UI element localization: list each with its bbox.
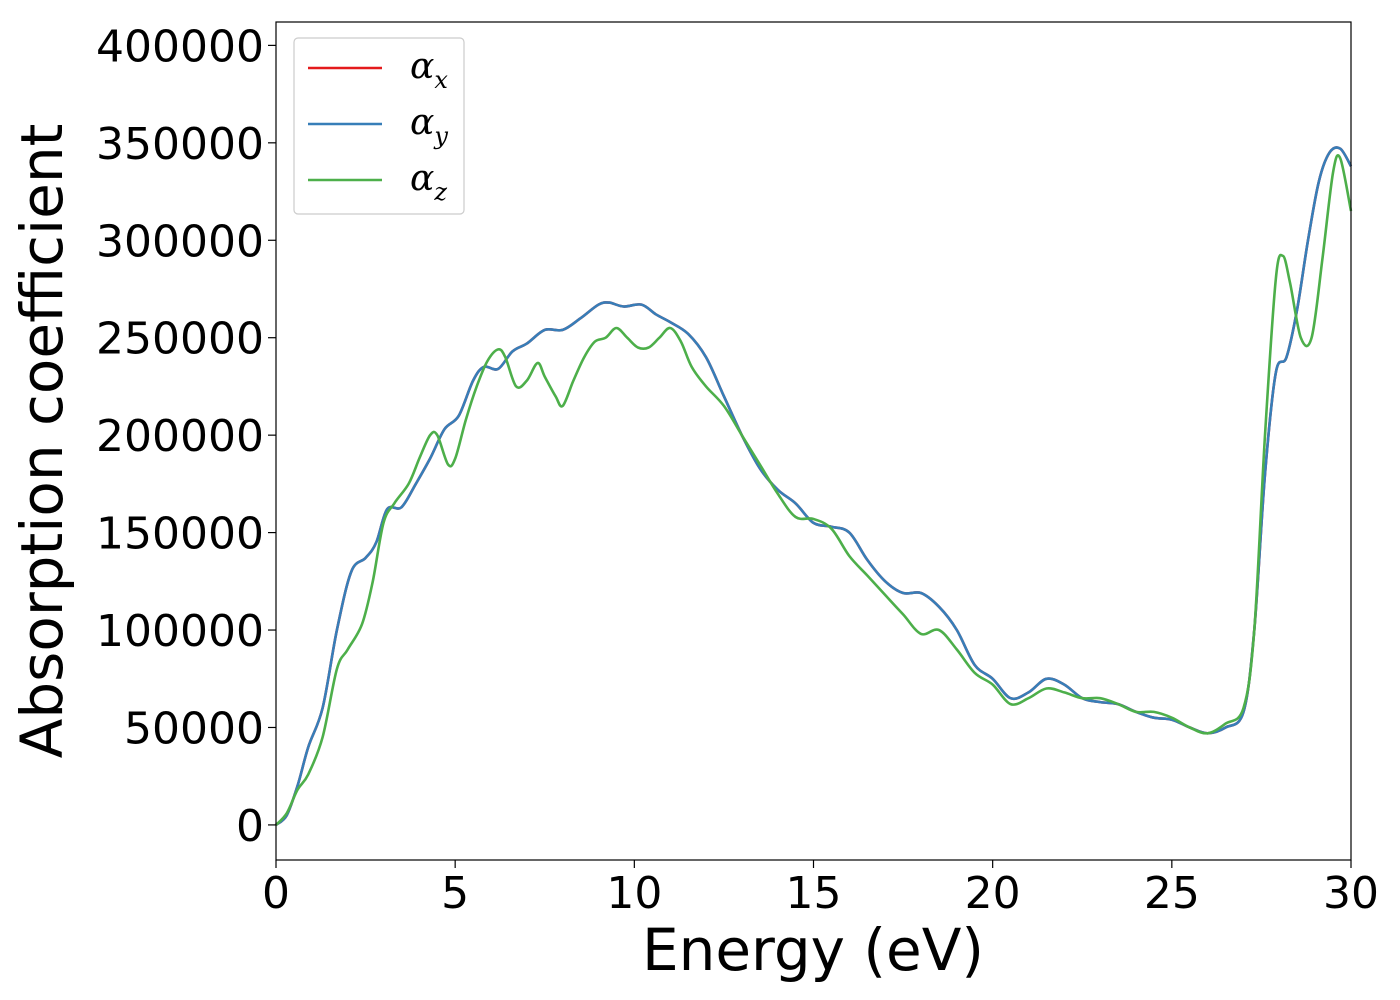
y-axis: 0 50000 100000 150000 200000 250000 300000 3500…	[96, 21, 276, 852]
y-axis-title: Absorption coefficient	[8, 124, 76, 759]
x-tick-label: 30	[1323, 868, 1379, 919]
x-tick-label: 10	[606, 868, 662, 919]
y-tick-label: 200000	[96, 411, 264, 462]
y-tick-label: 250000	[96, 314, 264, 365]
legend-frame	[293, 37, 465, 215]
x-axis-title: Energy (eV)	[642, 916, 984, 984]
series-line-z	[275, 154, 1353, 826]
x-tick-label: 20	[965, 868, 1021, 919]
y-tick-label: 300000	[96, 216, 264, 267]
y-tick-label: 150000	[96, 509, 264, 560]
x-tick-label: 25	[1144, 868, 1200, 919]
series-line-y	[275, 146, 1353, 826]
y-tick-label: 100000	[96, 606, 264, 657]
x-axis: 0 5 10 15 20 25 30	[262, 860, 1379, 919]
y-tick-label: 50000	[124, 703, 264, 754]
x-tick-label: 0	[262, 868, 290, 919]
legend-label-z: αz	[410, 158, 447, 206]
legend-label-y: αy	[410, 102, 448, 150]
x-tick-label: 15	[786, 868, 842, 919]
legend-label-x: αx	[410, 46, 448, 94]
y-tick-label: 400000	[96, 21, 264, 72]
legend: αx αy αz	[293, 37, 465, 215]
series-layer	[275, 146, 1353, 826]
y-tick-label: 0	[236, 801, 264, 852]
y-tick-label: 350000	[96, 119, 264, 170]
x-tick-label: 5	[441, 868, 469, 919]
